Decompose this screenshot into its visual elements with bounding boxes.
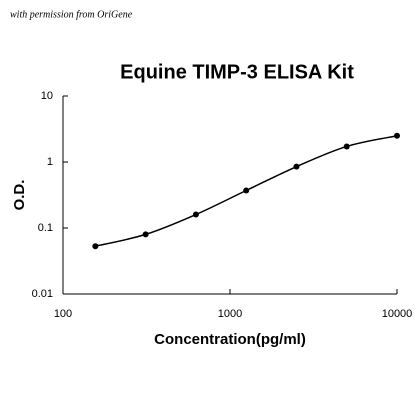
y-tick-label: 10 [41,90,53,102]
y-tick-label: 0.1 [38,222,53,234]
y-axis-label: O.D. [11,180,28,211]
data-point [243,187,250,194]
data-point [192,211,199,218]
x-tick-label: 10000 [382,308,413,320]
x-tick-label: 1000 [218,308,242,320]
data-point [343,143,350,150]
x-tick-label: 100 [54,308,72,320]
data-point [394,132,400,139]
y-tick-label: 1 [47,156,53,168]
source-note: with permission from OriGene [10,9,133,20]
data-point [92,243,99,250]
chart-title: Equine TIMP-3 ELISA Kit [120,61,354,83]
data-point [142,231,149,238]
x-axis-label: Concentration(pg/ml) [154,331,306,348]
y-tick-label: 0.01 [32,288,53,300]
data-point [293,163,300,170]
